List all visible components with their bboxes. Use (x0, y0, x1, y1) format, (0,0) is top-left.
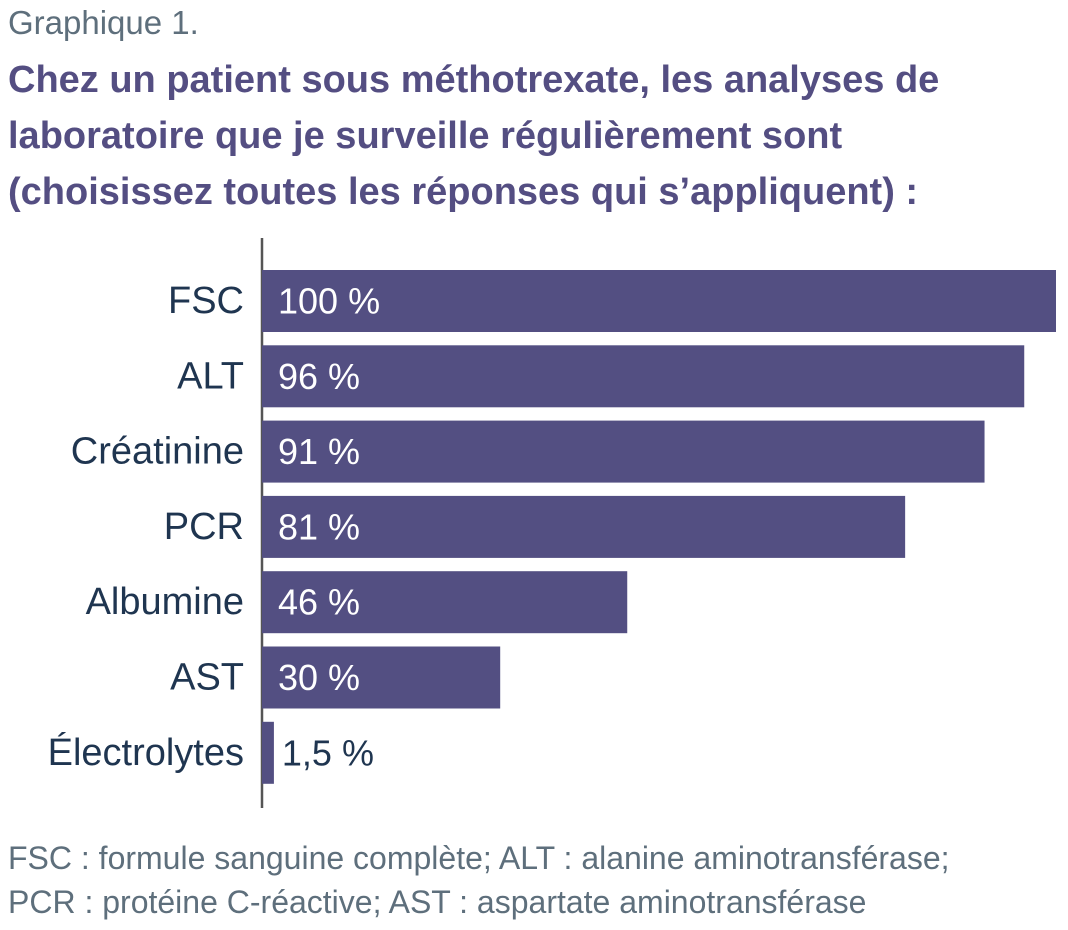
category-label: FSC (168, 280, 244, 322)
value-label: 1,5 % (282, 732, 374, 773)
value-label: 91 % (278, 431, 360, 472)
bar (262, 721, 274, 784)
bar (262, 345, 1025, 408)
chart-title-line: laboratoire que je surveille régulièreme… (8, 115, 843, 157)
footnote-line: PCR : protéine C-réactive; AST : asparta… (8, 884, 867, 920)
chart-title-line: Chez un patient sous méthotrexate, les a… (8, 59, 940, 101)
bar (262, 495, 906, 558)
category-label: Électrolytes (48, 731, 244, 774)
bar (262, 270, 1056, 332)
category-label: Créatinine (71, 431, 244, 473)
bar (262, 571, 628, 634)
chart-title: Chez un patient sous méthotrexate, les a… (8, 52, 1058, 220)
value-label: 100 % (278, 281, 380, 322)
value-label: 96 % (278, 356, 360, 397)
value-label: 30 % (278, 657, 360, 698)
chart-title-line: (choisissez toutes les réponses qui s’ap… (8, 171, 919, 213)
category-label: ALT (177, 355, 244, 397)
footnote-line: FSC : formule sanguine complète; ALT : a… (8, 840, 950, 876)
category-label: AST (170, 657, 244, 699)
bar (262, 420, 985, 483)
category-label: PCR (164, 506, 244, 548)
value-label: 46 % (278, 582, 360, 623)
footnote: FSC : formule sanguine complète; ALT : a… (8, 836, 1063, 924)
category-label: Albumine (86, 581, 244, 623)
value-label: 81 % (278, 506, 360, 547)
figure-label: Graphique 1. (8, 4, 199, 41)
bar (262, 646, 501, 709)
